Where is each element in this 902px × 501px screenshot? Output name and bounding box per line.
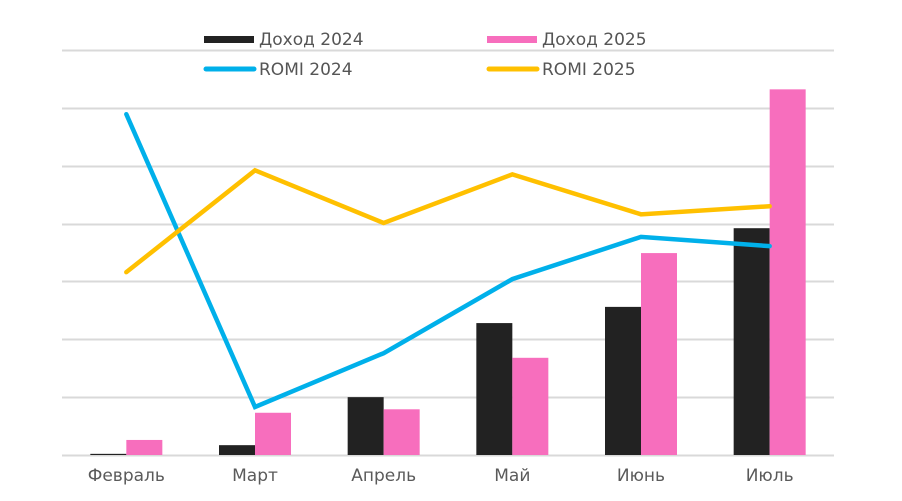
bar-доход-2024-0 [90,453,127,455]
bar-доход-2024-1 [219,445,255,455]
x-tick-label: Апрель [351,466,416,486]
lines [124,111,772,410]
x-tick-label: Март [232,466,278,486]
bar-доход-2025-5 [769,89,806,455]
legend-label: Доход 2025 [542,30,647,50]
line-romi-2024 [124,111,772,410]
bar-доход-2024-5 [733,228,770,455]
legend-item: Доход 2025 [487,30,647,50]
bar-доход-2025-4 [641,253,677,455]
legend-swatch [487,36,537,43]
legend-label: Доход 2024 [259,30,364,50]
x-tick-label: Июль [746,466,794,486]
bar-доход-2025-3 [512,357,549,455]
legend-item: ROMI 2024 [203,60,353,80]
legend-label: ROMI 2025 [542,60,636,80]
gridlines [62,49,834,457]
x-tick-label: Июнь [617,466,665,486]
legend-item: ROMI 2025 [486,60,636,80]
x-tick-label: Май [494,466,530,486]
bar-доход-2024-4 [605,306,641,455]
legend-item: Доход 2024 [204,30,364,50]
x-tick-label: Февраль [88,466,165,486]
legend: Доход 2024 Доход 2025 ROMI 2024 ROMI 2025 [203,30,647,80]
bar-доход-2024-3 [476,323,513,455]
bar-доход-2025-2 [383,409,420,455]
x-axis-labels: Февраль Март Апрель Май Июнь Июль [88,466,794,486]
bar-доход-2025-0 [126,439,163,455]
bar-доход-2025-1 [255,412,291,455]
bar-доход-2024-2 [347,397,384,455]
legend-label: ROMI 2024 [259,60,353,80]
bars [90,89,806,455]
line-romi-2025 [124,167,772,275]
legend-swatch [204,36,254,43]
